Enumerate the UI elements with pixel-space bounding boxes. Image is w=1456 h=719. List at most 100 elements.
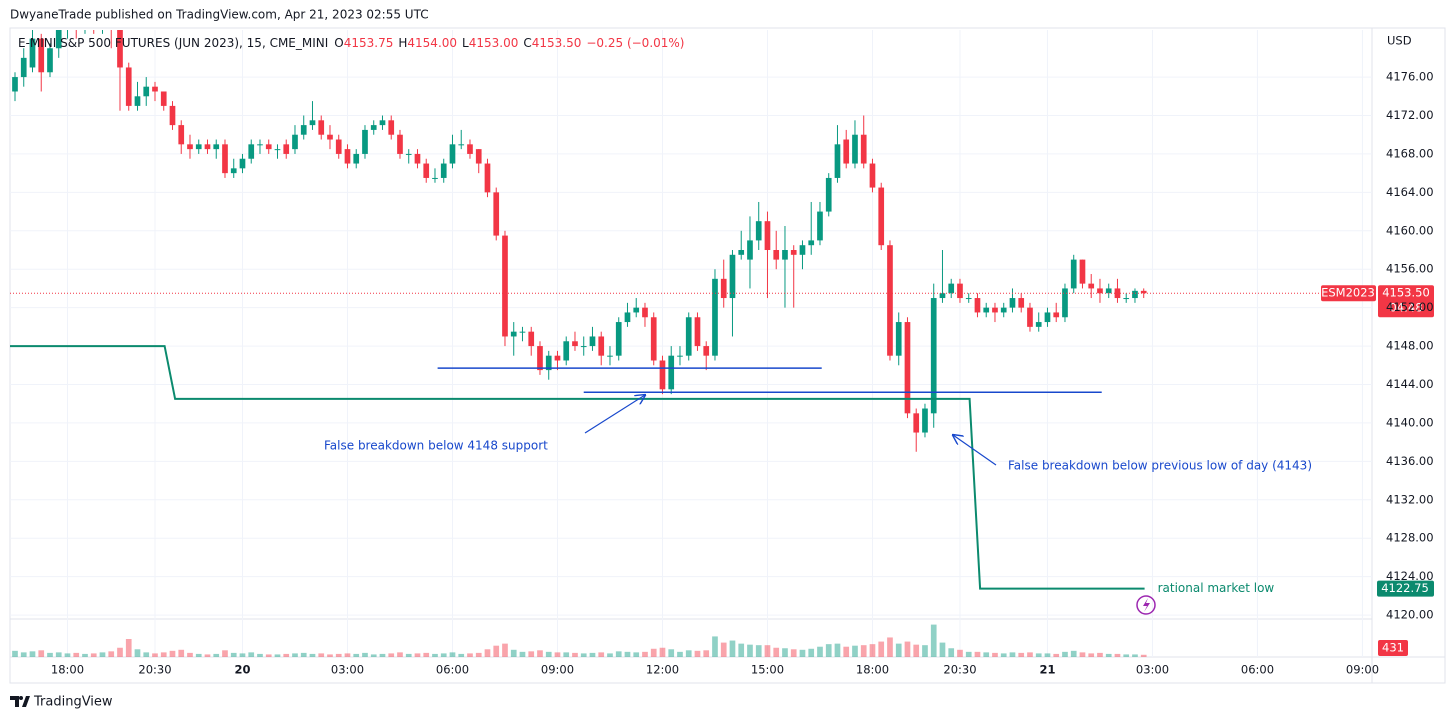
- volume-bar: [554, 652, 561, 657]
- candle-body: [239, 158, 246, 169]
- candle-body: [1097, 288, 1103, 294]
- candle-body: [773, 250, 780, 260]
- volume-bar: [134, 649, 141, 657]
- volume-bar: [29, 651, 36, 657]
- candle-body: [965, 298, 972, 300]
- candle-body: [405, 153, 412, 155]
- candle-body: [589, 336, 596, 347]
- volume-bar: [510, 649, 517, 657]
- candle-body: [1123, 298, 1130, 300]
- volume-bar: [694, 650, 701, 657]
- footer-logo: [10, 696, 30, 707]
- legend-key: H: [398, 36, 407, 50]
- y-tick-label: 4164.00: [1386, 185, 1434, 199]
- volume-bar: [362, 652, 368, 657]
- y-tick-label: 4160.00: [1386, 223, 1434, 237]
- volume-bar: [449, 652, 456, 657]
- volume-bar: [195, 653, 202, 657]
- candle-body: [817, 211, 823, 241]
- volume-bar: [335, 653, 342, 657]
- volume-bar: [117, 647, 123, 657]
- candle-body: [913, 413, 920, 433]
- volume-bar: [598, 652, 605, 657]
- candle-body: [738, 250, 745, 255]
- volume-bar: [502, 643, 508, 657]
- volume-bar: [677, 651, 683, 657]
- candle-body: [397, 134, 403, 154]
- candle-body: [922, 408, 928, 433]
- volume-bar: [1000, 653, 1007, 657]
- volume-bar: [764, 645, 771, 657]
- candle-body: [642, 307, 648, 318]
- x-tick-label: 20:30: [138, 663, 171, 677]
- candle-body: [493, 192, 500, 236]
- legend-value: 4154.00: [407, 36, 457, 50]
- x-tick-label: 20:30: [943, 663, 976, 677]
- candle-body: [1105, 288, 1112, 294]
- candle-body: [834, 144, 841, 178]
- volume-bar: [274, 654, 281, 657]
- volume-bar: [790, 649, 797, 657]
- volume-bar: [20, 652, 27, 657]
- volume-tag: [1378, 640, 1408, 656]
- candle-body: [55, 30, 62, 49]
- candle-body: [677, 355, 683, 357]
- volume-bar: [1035, 653, 1042, 657]
- volume-bar: [878, 641, 885, 657]
- event-icon[interactable]: [1136, 595, 1156, 615]
- volume-bar: [904, 641, 911, 657]
- volume-bar: [230, 652, 237, 657]
- volume-bar: [475, 652, 482, 657]
- volume-bar: [1009, 652, 1016, 657]
- step-line-name: rational market low: [1158, 581, 1275, 595]
- candle-body: [554, 355, 561, 361]
- volume-bar: [974, 651, 981, 657]
- volume-bar: [152, 653, 158, 657]
- volume-bar: [589, 652, 596, 657]
- volume-bar: [650, 648, 657, 657]
- volume-bar: [187, 652, 193, 657]
- volume-bar: [1027, 652, 1033, 657]
- countdown: 04:48: [1389, 301, 1422, 315]
- candle-body: [755, 221, 762, 241]
- candle-body: [607, 355, 613, 357]
- candle-body: [29, 38, 36, 68]
- volume-bar: [773, 647, 780, 657]
- candle-body: [1044, 312, 1051, 323]
- volume-bar: [239, 653, 246, 657]
- candle-body: [983, 307, 990, 313]
- volume-bar: [344, 653, 351, 657]
- volume-bar: [992, 652, 998, 657]
- volume-bar: [169, 650, 176, 657]
- candle-body: [712, 278, 718, 356]
- price-tag-label: 4153.50: [1382, 286, 1430, 300]
- x-tick-label: 09:00: [1346, 663, 1379, 677]
- candle-body: [1000, 307, 1007, 313]
- volume-bar: [633, 652, 640, 657]
- x-tick-label: 06:00: [1241, 663, 1274, 677]
- y-tick-label: 4144.00: [1386, 377, 1434, 391]
- x-tick-label: 18:00: [51, 663, 84, 677]
- candle-body: [843, 139, 850, 164]
- candle-body: [1070, 259, 1077, 289]
- volume-bar: [537, 650, 543, 657]
- volume-bar: [1079, 652, 1086, 657]
- volume-bar: [82, 653, 88, 657]
- volume-bar: [283, 653, 290, 657]
- candle-body: [633, 307, 640, 313]
- candle-body: [1140, 290, 1147, 294]
- candle-body: [1079, 259, 1086, 284]
- candle-body: [685, 317, 692, 356]
- volume-bar: [248, 652, 255, 657]
- volume-bar: [948, 648, 955, 657]
- x-tick-label: 03:00: [1136, 663, 1169, 677]
- candle-body: [1027, 307, 1033, 327]
- candle-body: [353, 153, 360, 164]
- y-tick-label: 4148.00: [1386, 339, 1434, 353]
- candle-body: [572, 341, 578, 347]
- candle-body: [1062, 288, 1068, 318]
- volume-bar: [309, 653, 316, 657]
- volume-bar: [729, 640, 736, 657]
- volume-bar: [825, 644, 832, 657]
